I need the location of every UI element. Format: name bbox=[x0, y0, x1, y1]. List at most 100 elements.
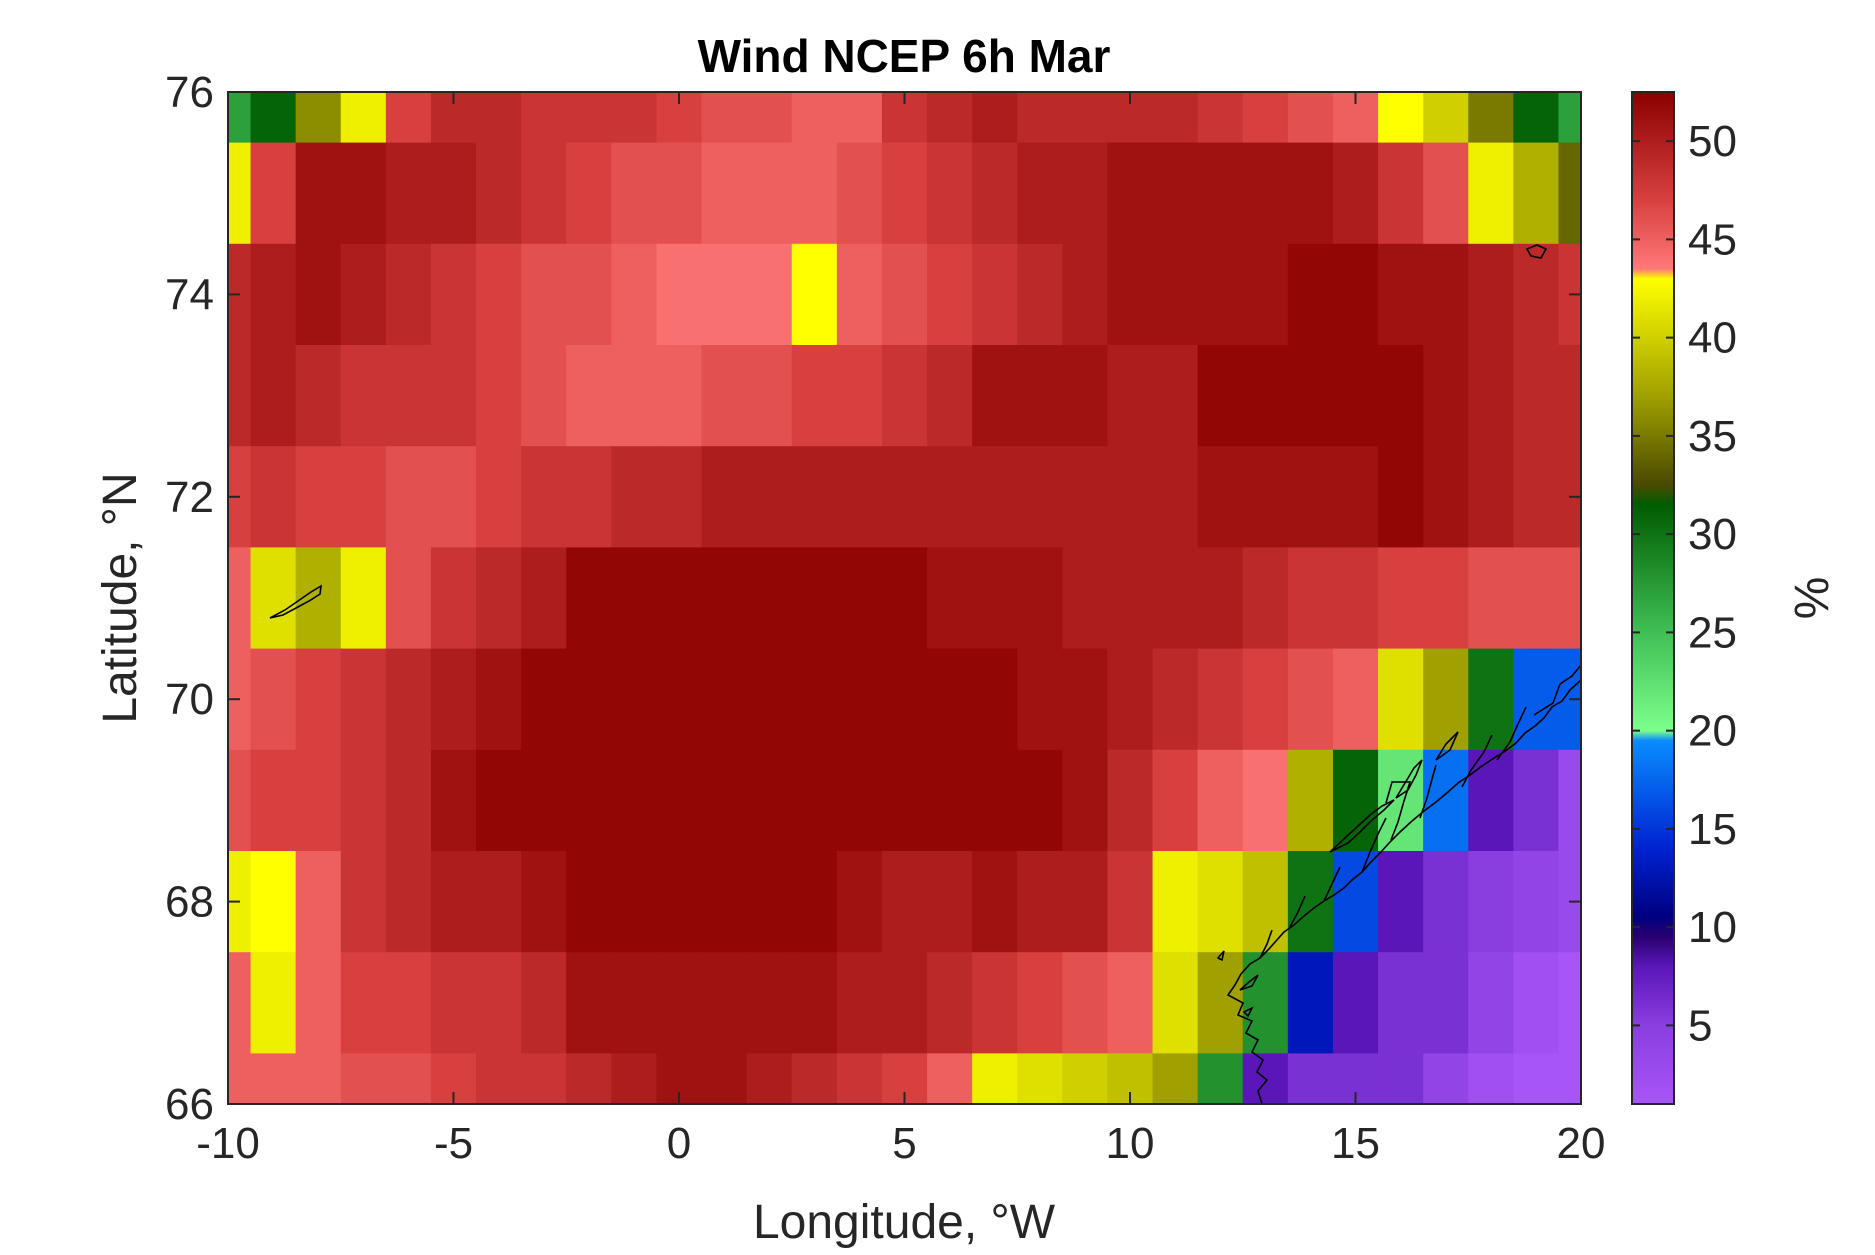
heatmap-cell bbox=[791, 243, 838, 346]
heatmap-cell bbox=[385, 142, 432, 245]
heatmap-cell bbox=[1017, 749, 1063, 852]
heatmap-cell bbox=[566, 345, 612, 447]
heatmap-cell bbox=[1197, 243, 1244, 346]
heatmap-cell bbox=[430, 952, 477, 1054]
y-tick-label: 76 bbox=[165, 68, 214, 117]
heatmap-cell bbox=[250, 92, 297, 144]
heatmap-cell bbox=[566, 648, 612, 751]
heatmap-cell bbox=[1468, 446, 1514, 548]
heatmap-cell bbox=[656, 749, 703, 852]
heatmap-cell bbox=[1423, 1053, 1469, 1104]
heatmap-cell bbox=[430, 851, 477, 953]
heatmap-cell bbox=[385, 243, 432, 346]
heatmap-cell bbox=[611, 749, 658, 852]
heatmap-cell bbox=[972, 345, 1018, 447]
heatmap-cell bbox=[1242, 952, 1289, 1054]
heatmap-cell bbox=[656, 142, 703, 245]
heatmap-cell bbox=[295, 952, 342, 1054]
heatmap-cell bbox=[1287, 243, 1334, 346]
heatmap-cell bbox=[228, 1053, 252, 1104]
heatmap-cell bbox=[1468, 749, 1514, 852]
heatmap-cell bbox=[746, 243, 793, 346]
heatmap-cell bbox=[701, 547, 748, 650]
y-axis: 66 68 70 72 74 76 bbox=[165, 68, 1581, 1129]
heatmap-cell bbox=[1107, 952, 1154, 1054]
heatmap-cell bbox=[881, 952, 928, 1054]
heatmap-cell bbox=[1242, 547, 1289, 650]
heatmap-cell bbox=[1423, 547, 1469, 650]
heatmap-cell bbox=[521, 446, 567, 548]
heatmap-cell bbox=[1017, 952, 1063, 1054]
colorbar-label: % bbox=[1784, 577, 1837, 620]
heatmap-cell bbox=[1152, 345, 1199, 447]
heatmap-cell bbox=[521, 547, 567, 650]
heatmap-cell bbox=[430, 648, 477, 751]
heatmap-cell bbox=[1378, 851, 1424, 953]
y-tick-label: 74 bbox=[165, 270, 214, 319]
heatmap-cell bbox=[1378, 92, 1424, 144]
heatmap-cell bbox=[746, 142, 793, 245]
heatmap-cell bbox=[1017, 851, 1063, 953]
heatmap-cell bbox=[836, 1053, 883, 1104]
heatmap-cell bbox=[1287, 952, 1334, 1054]
heatmap-cell bbox=[972, 749, 1018, 852]
heatmap-cell bbox=[1423, 243, 1469, 346]
heatmap-cell bbox=[972, 446, 1018, 548]
coastline-fjord-8 bbox=[1289, 895, 1306, 928]
heatmap-cell bbox=[385, 952, 432, 1054]
heatmap-cell bbox=[1152, 648, 1199, 751]
heatmap-cell bbox=[1513, 851, 1560, 953]
heatmap-cell bbox=[1062, 648, 1109, 751]
heatmap-cell bbox=[250, 1053, 297, 1104]
heatmap-cell bbox=[1017, 446, 1063, 548]
heatmap-cell bbox=[927, 243, 973, 346]
colorbar-tick-label: 45 bbox=[1688, 215, 1737, 264]
coastline-islands-vesteralen bbox=[1395, 759, 1423, 799]
colorbar-ticks: 5 10 15 20 25 30 35 40 45 50 bbox=[1632, 117, 1737, 1050]
heatmap-cell bbox=[1242, 749, 1289, 852]
heatmap-cell bbox=[791, 851, 838, 953]
heatmap-cell bbox=[972, 851, 1018, 953]
heatmap-cell bbox=[701, 648, 748, 751]
y-tick-label: 72 bbox=[165, 473, 214, 522]
x-tick-label: -5 bbox=[434, 1119, 473, 1168]
heatmap-cell bbox=[476, 547, 522, 650]
heatmap-cell bbox=[1152, 243, 1199, 346]
heatmap-cell bbox=[927, 648, 973, 751]
heatmap-cell bbox=[1242, 446, 1289, 548]
heatmap-cell bbox=[1468, 1053, 1514, 1104]
heatmap-cell bbox=[1468, 345, 1514, 447]
heatmap-cell bbox=[836, 92, 883, 144]
coastline-fjord-2 bbox=[1496, 706, 1527, 761]
heatmap-cell bbox=[430, 142, 477, 245]
heatmap-cell bbox=[1062, 243, 1109, 346]
heatmap-cell bbox=[791, 1053, 838, 1104]
heatmap-cell bbox=[746, 446, 793, 548]
heatmap-cell bbox=[1513, 446, 1560, 548]
heatmap-cell bbox=[250, 446, 297, 548]
heatmap-cell bbox=[1107, 446, 1154, 548]
heatmap-cell bbox=[521, 1053, 567, 1104]
heatmap-cell bbox=[1017, 648, 1063, 751]
heatmap-cell bbox=[385, 749, 432, 852]
y-tick-label: 66 bbox=[165, 1080, 214, 1129]
heatmap-cell bbox=[1197, 142, 1244, 245]
heatmap-cell bbox=[1332, 952, 1379, 1054]
heatmap-cell bbox=[250, 952, 297, 1054]
heatmap-cell bbox=[521, 92, 567, 144]
heatmap-cell bbox=[746, 952, 793, 1054]
heatmap-cell bbox=[1513, 749, 1560, 852]
heatmap-cell bbox=[250, 749, 297, 852]
heatmap-cell bbox=[340, 446, 387, 548]
heatmap-cell bbox=[746, 749, 793, 852]
heatmap-cell bbox=[611, 648, 658, 751]
heatmap-cell bbox=[1513, 142, 1560, 245]
heatmap-cell bbox=[836, 851, 883, 953]
heatmap-cell bbox=[521, 142, 567, 245]
heatmap-cell bbox=[791, 345, 838, 447]
heatmap-cell bbox=[1423, 648, 1469, 751]
heatmap-cell bbox=[1152, 952, 1199, 1054]
heatmap-cell bbox=[972, 1053, 1018, 1104]
heatmap-cell bbox=[1062, 446, 1109, 548]
